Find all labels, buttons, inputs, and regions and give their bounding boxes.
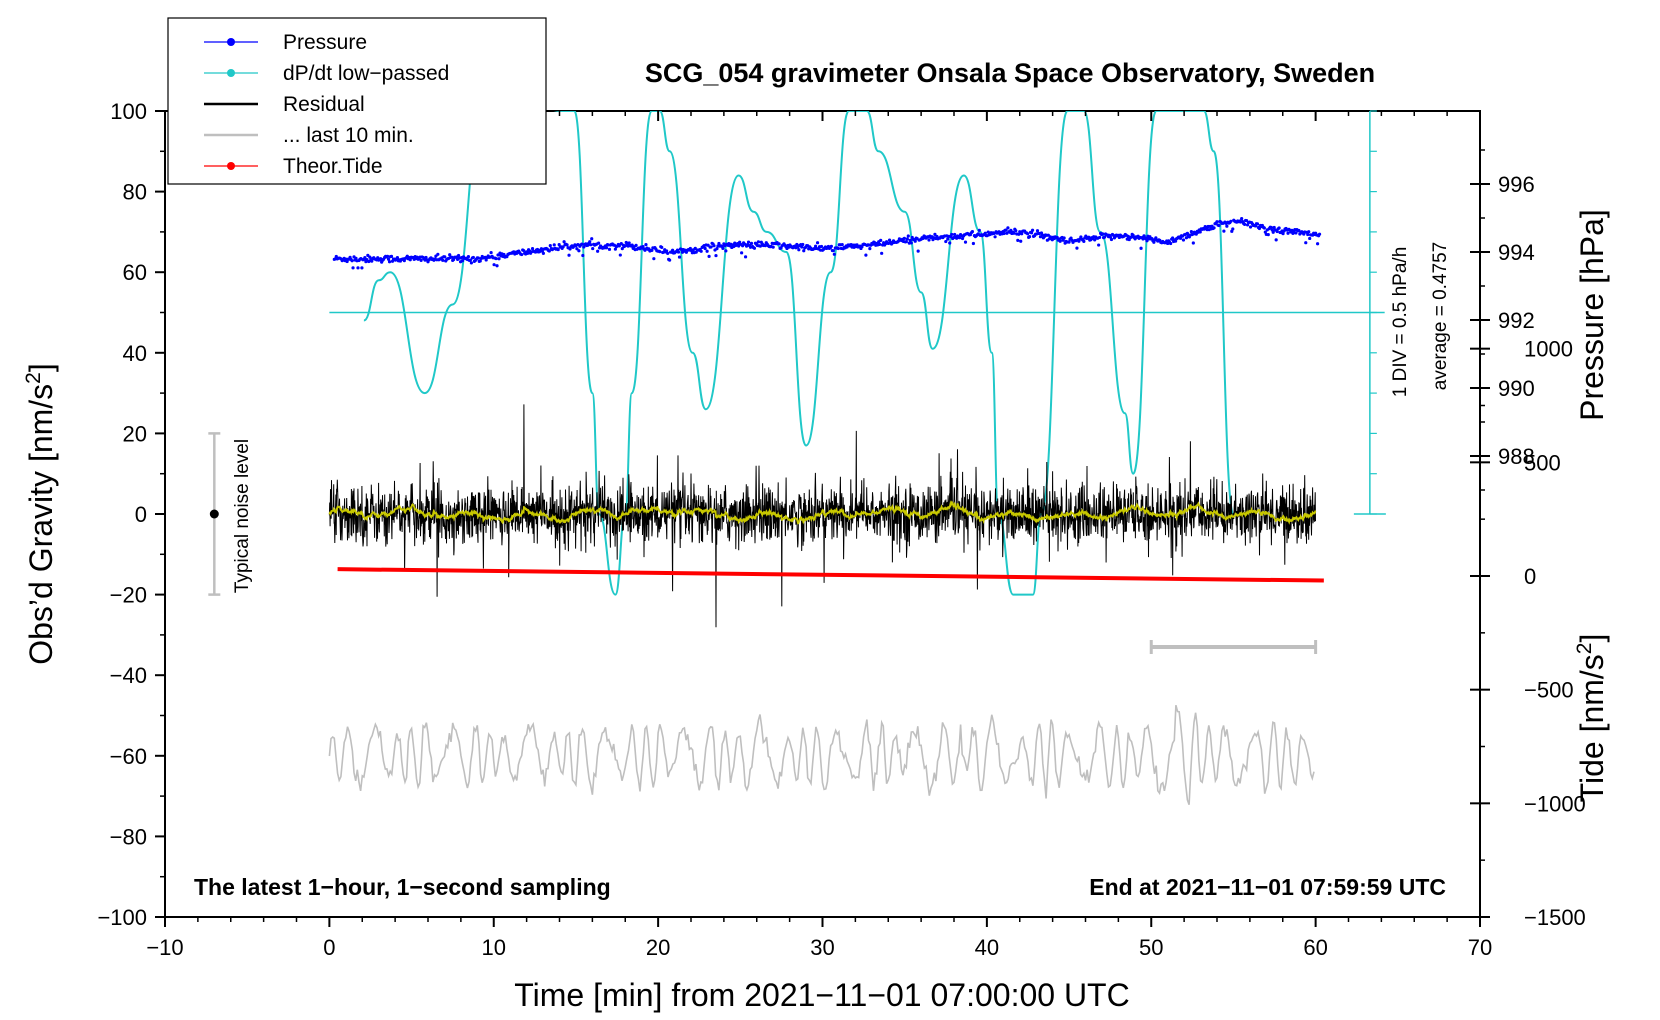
left-tick-label: 100 <box>110 99 147 124</box>
legend-label: dP/dt low−passed <box>283 62 449 85</box>
residual-smooth-line <box>328 500 1317 525</box>
left-tick-label: 0 <box>135 502 147 527</box>
x-tick-label: 50 <box>1139 935 1163 960</box>
tide-tick-label: 1000 <box>1524 337 1573 362</box>
legend-marker <box>227 69 235 77</box>
left-tick-label: −80 <box>110 824 147 849</box>
tide-tick-label: 0 <box>1524 564 1536 589</box>
legend-marker <box>227 162 235 170</box>
pressure-points <box>332 217 1322 270</box>
legend-label: Theor.Tide <box>283 155 383 178</box>
dpdt-layer <box>329 111 1385 596</box>
legend-label: ... last 10 min. <box>283 124 414 147</box>
last10-layer <box>328 704 1315 805</box>
left-tick-label: −100 <box>97 905 147 930</box>
left-tick-label: −20 <box>110 583 147 608</box>
x-tick-label: 10 <box>482 935 506 960</box>
x-axis-title: Time [min] from 2021−11−01 07:00:00 UTC <box>514 977 1129 1013</box>
x-tick-label: 40 <box>975 935 999 960</box>
pressure-layer <box>332 217 1322 270</box>
dpdt-average-label: average = 0.4757 <box>1430 242 1451 390</box>
pressure-tick-label: 994 <box>1498 240 1535 265</box>
tide-axis-title: Tide [nm/s2] <box>1573 634 1610 803</box>
tide-line <box>337 567 1324 583</box>
tide-tick-label: −1000 <box>1524 791 1586 816</box>
x-tick-label: 0 <box>323 935 335 960</box>
x-axis-ticks: −10 0 10 20 30 40 50 60 70 <box>146 111 1492 960</box>
tide-layer <box>337 567 1324 583</box>
last10-line <box>328 704 1315 805</box>
noise-level-label: Typical noise level <box>232 439 253 593</box>
end-time-note: End at 2021−11−01 07:59:59 UTC <box>1089 874 1446 900</box>
pressure-axis-title: Pressure [hPa] <box>1574 209 1610 421</box>
legend-label: Residual <box>283 93 365 116</box>
tide-tick-label: 500 <box>1524 450 1561 475</box>
left-tick-label: 20 <box>123 421 147 446</box>
x-tick-label: 20 <box>646 935 670 960</box>
tide-tick-label: −1500 <box>1524 905 1586 930</box>
pressure-tick-label: 988 <box>1498 444 1535 469</box>
tide-tick-label: −500 <box>1524 678 1574 703</box>
pressure-tick-label: 990 <box>1498 376 1535 401</box>
sampling-note: The latest 1−hour, 1−second sampling <box>194 874 611 900</box>
pressure-axis-ticks: 988 990 992 994 996 <box>1470 111 1535 515</box>
residual-layer <box>328 404 1317 628</box>
x-tick-label: 30 <box>810 935 834 960</box>
dpdt-line <box>363 111 1235 596</box>
legend: Pressure dP/dt low−passed Residual ... last… <box>167 17 547 185</box>
tide-axis-ticks: −1500 −1000 −500 0 500 1000 <box>1470 337 1586 930</box>
left-tick-label: 40 <box>123 341 147 366</box>
residual-line <box>328 404 1316 628</box>
left-tick-label: 80 <box>123 180 147 205</box>
pressure-tick-label: 992 <box>1498 308 1535 333</box>
dpdt-scale-label: 1 DIV = 0.5 hPa/h <box>1390 247 1411 398</box>
pressure-tick-label: 996 <box>1498 172 1535 197</box>
chart-title: SCG_054 gravimeter Onsala Space Observat… <box>645 58 1375 88</box>
left-tick-label: 60 <box>123 260 147 285</box>
annotation-layer <box>208 110 1386 654</box>
noise-point <box>209 509 219 519</box>
left-axis-ticks: −100 −80 −60 −40 −20 0 20 40 60 80 100 <box>97 99 165 930</box>
legend-label: Pressure <box>283 31 367 54</box>
legend-items: Pressure dP/dt low−passed Residual ... last… <box>204 31 449 178</box>
legend-marker <box>227 38 235 46</box>
left-axis-title: Obs’d Gravity [nm/s2] <box>22 363 59 665</box>
x-tick-label: 70 <box>1468 935 1492 960</box>
left-tick-label: −40 <box>110 663 147 688</box>
x-tick-label: 60 <box>1303 935 1327 960</box>
x-tick-label: −10 <box>146 935 183 960</box>
left-tick-label: −60 <box>110 744 147 769</box>
